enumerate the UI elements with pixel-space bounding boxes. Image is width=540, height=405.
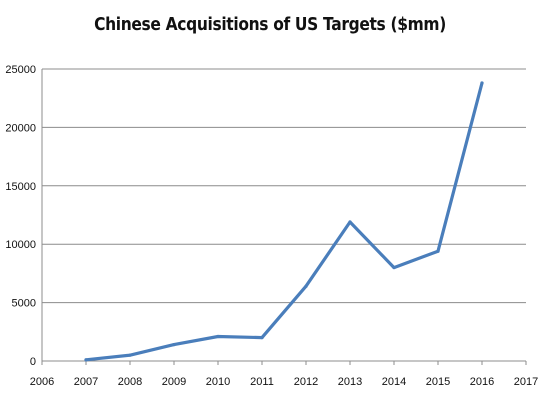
x-tick-label-2008: 2008	[118, 376, 142, 388]
x-tick-label-2012: 2012	[294, 376, 318, 388]
x-tick-label-2010: 2010	[206, 376, 230, 388]
x-tick-label-2006: 2006	[30, 376, 54, 388]
x-tick-label-2013: 2013	[338, 376, 362, 388]
x-tick-label-2017: 2017	[514, 376, 538, 388]
x-tick-label-2007: 2007	[74, 376, 98, 388]
y-tick-label-25000: 25000	[5, 64, 36, 76]
x-tick-label-2014: 2014	[382, 376, 406, 388]
y-tick-label-15000: 15000	[5, 181, 36, 193]
x-tick-label-2015: 2015	[426, 376, 450, 388]
y-tick-label-5000: 5000	[12, 298, 36, 310]
y-tick-label-0: 0	[30, 356, 36, 368]
data-point-2015	[436, 249, 440, 253]
y-tick-label-20000: 20000	[5, 122, 36, 134]
x-tick-label-2009: 2009	[162, 376, 186, 388]
x-tick-label-2016: 2016	[470, 376, 494, 388]
data-point-2008	[128, 353, 132, 357]
y-tick-label-10000: 10000	[5, 239, 36, 251]
data-point-2011	[260, 336, 264, 340]
label-layer: 0 5000 10000 15000 20000 25000 2006 2007 2008 200…	[5, 64, 538, 388]
data-point-2007	[84, 358, 88, 362]
data-point-2014	[392, 265, 396, 270]
x-tick-label-2011: 2011	[250, 376, 274, 388]
axis-layer	[41, 69, 527, 365]
data-point-2012	[304, 284, 308, 288]
series-line-0	[84, 81, 484, 362]
data-point-2016	[480, 81, 484, 85]
chart-title: Chinese Acquisitions of US Targets ($mm)	[94, 14, 446, 35]
data-point-2010	[216, 334, 220, 339]
data-point-2009	[172, 343, 176, 347]
data-point-2013	[348, 220, 352, 224]
series-layer	[84, 81, 484, 362]
grid-layer	[42, 68, 526, 304]
